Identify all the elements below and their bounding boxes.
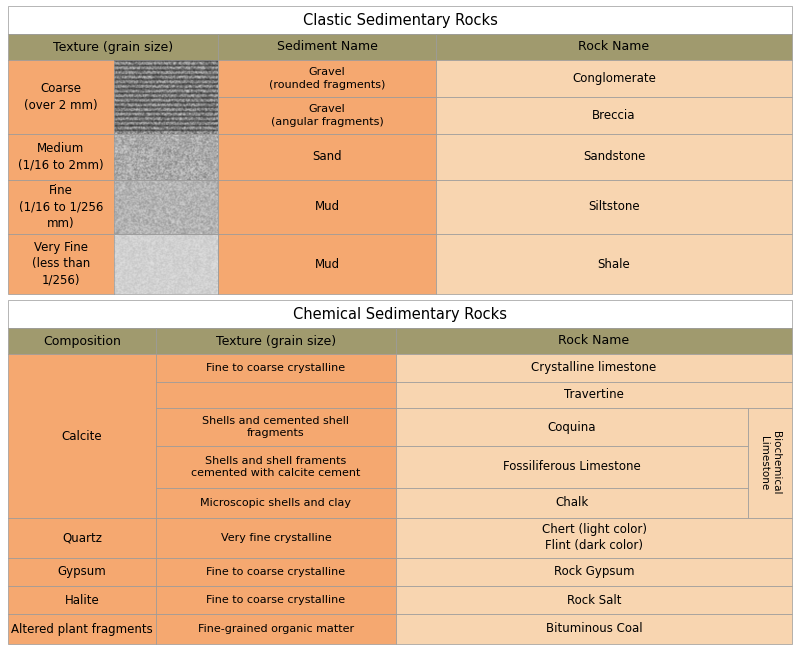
Bar (156, 586, 396, 614)
Bar (114, 234, 218, 294)
Text: Very fine crystalline: Very fine crystalline (221, 533, 331, 543)
Text: Rock Name: Rock Name (578, 40, 650, 54)
Text: Fine to coarse crystalline: Fine to coarse crystalline (206, 595, 346, 605)
Bar (218, 234, 436, 294)
Text: Bituminous Coal: Bituminous Coal (546, 622, 642, 636)
Text: Microscopic shells and clay: Microscopic shells and clay (201, 498, 351, 508)
Text: Mud: Mud (314, 200, 339, 214)
Text: Texture (grain size): Texture (grain size) (53, 40, 173, 54)
Text: Coarse
(over 2 mm): Coarse (over 2 mm) (24, 82, 98, 111)
Bar (114, 134, 218, 180)
Bar (436, 234, 792, 294)
Text: Rock Salt: Rock Salt (566, 594, 622, 606)
Bar (8, 234, 114, 294)
Text: Chalk: Chalk (555, 496, 589, 509)
Bar (396, 558, 792, 586)
Text: Gravel
(rounded fragments): Gravel (rounded fragments) (269, 67, 385, 90)
Bar (748, 408, 792, 518)
Bar (396, 614, 792, 644)
Bar (114, 180, 218, 234)
Text: Rock Gypsum: Rock Gypsum (554, 565, 634, 578)
Bar (396, 328, 792, 354)
Text: Texture (grain size): Texture (grain size) (216, 334, 336, 348)
Bar (156, 488, 396, 518)
Bar (8, 518, 156, 558)
Text: Calcite: Calcite (62, 429, 102, 442)
Text: Siltstone: Siltstone (588, 200, 640, 214)
Bar (218, 134, 436, 180)
Bar (156, 328, 396, 354)
Bar (8, 354, 156, 518)
Bar (396, 488, 748, 518)
Text: Very Fine
(less than
1/256): Very Fine (less than 1/256) (32, 241, 90, 287)
Bar (436, 60, 792, 97)
Bar (156, 518, 396, 558)
Text: Fine to coarse crystalline: Fine to coarse crystalline (206, 567, 346, 577)
Text: Travertine: Travertine (564, 389, 624, 401)
Bar (436, 97, 792, 134)
Text: Composition: Composition (43, 334, 121, 348)
Bar (8, 180, 114, 234)
Text: Coquina: Coquina (548, 421, 596, 433)
Bar (396, 586, 792, 614)
Bar (156, 382, 396, 408)
Text: Mud: Mud (314, 257, 339, 271)
Text: Gravel
(angular fragments): Gravel (angular fragments) (270, 105, 383, 127)
Text: Breccia: Breccia (592, 109, 636, 122)
Text: Shale: Shale (598, 257, 630, 271)
Text: Shells and cemented shell
fragments: Shells and cemented shell fragments (202, 416, 350, 438)
Bar (8, 134, 114, 180)
Bar (156, 446, 396, 488)
Text: Medium
(1/16 to 2mm): Medium (1/16 to 2mm) (18, 143, 104, 172)
Bar (396, 382, 792, 408)
Bar (396, 354, 792, 382)
Bar (396, 408, 748, 446)
Bar (218, 60, 436, 97)
Bar (8, 300, 792, 328)
Bar (8, 614, 156, 644)
Bar (8, 60, 114, 134)
Text: Sediment Name: Sediment Name (277, 40, 378, 54)
Bar (114, 60, 218, 134)
Text: Crystalline limestone: Crystalline limestone (531, 362, 657, 375)
Text: Fine
(1/16 to 1/256
mm): Fine (1/16 to 1/256 mm) (19, 184, 103, 230)
Text: Fine-grained organic matter: Fine-grained organic matter (198, 624, 354, 634)
Bar (156, 558, 396, 586)
Text: Shells and shell framents
cemented with calcite cement: Shells and shell framents cemented with … (191, 456, 361, 478)
Bar (218, 180, 436, 234)
Text: Biochemical
Limestone: Biochemical Limestone (758, 431, 781, 494)
Bar (156, 614, 396, 644)
Text: Fine to coarse crystalline: Fine to coarse crystalline (206, 363, 346, 373)
Text: Chert (light color)
Flint (dark color): Chert (light color) Flint (dark color) (542, 523, 646, 553)
Bar (8, 558, 156, 586)
Text: Chemical Sedimentary Rocks: Chemical Sedimentary Rocks (293, 306, 507, 322)
Bar (396, 446, 748, 488)
Bar (218, 34, 436, 60)
Bar (218, 97, 436, 134)
Bar (8, 6, 792, 34)
Bar (156, 408, 396, 446)
Bar (8, 586, 156, 614)
Bar (156, 354, 396, 382)
Text: Quartz: Quartz (62, 531, 102, 545)
Text: Sand: Sand (312, 151, 342, 163)
Text: Sandstone: Sandstone (583, 151, 645, 163)
Text: Clastic Sedimentary Rocks: Clastic Sedimentary Rocks (302, 13, 498, 27)
Text: Conglomerate: Conglomerate (572, 72, 656, 85)
Bar (436, 180, 792, 234)
Bar (396, 518, 792, 558)
Bar (8, 328, 156, 354)
Text: Altered plant fragments: Altered plant fragments (11, 622, 153, 636)
Bar (8, 34, 218, 60)
Bar (436, 34, 792, 60)
Text: Fossiliferous Limestone: Fossiliferous Limestone (503, 460, 641, 474)
Bar (436, 134, 792, 180)
Text: Halite: Halite (65, 594, 99, 606)
Text: Gypsum: Gypsum (58, 565, 106, 578)
Text: Rock Name: Rock Name (558, 334, 630, 348)
